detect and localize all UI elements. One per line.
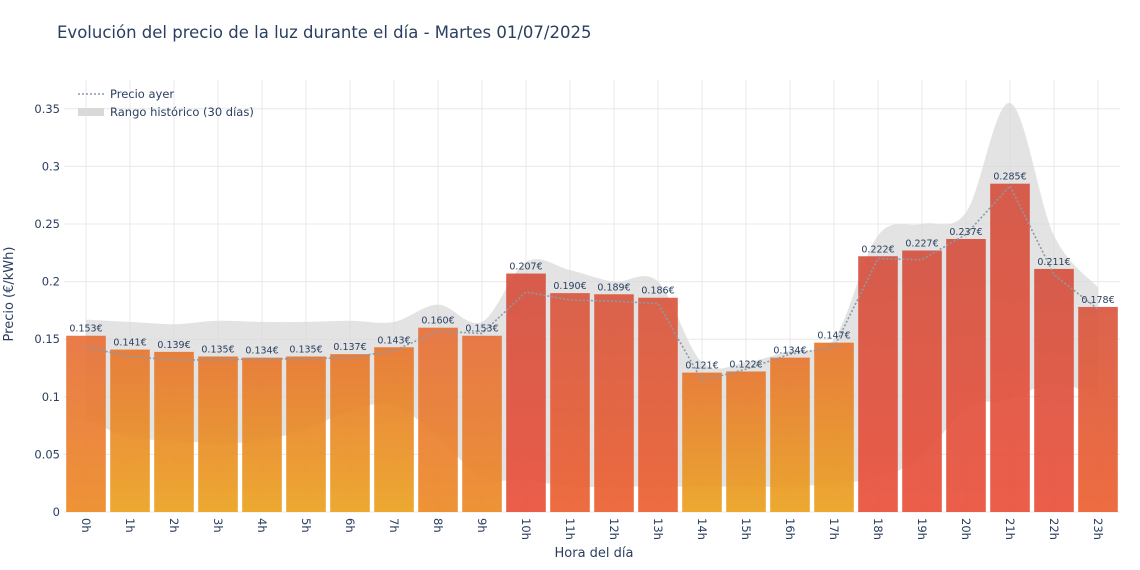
bar-value-label: 0.222€ — [861, 244, 894, 255]
yesterday-price-line — [85, 184, 1099, 382]
x-tick-label: 1h — [123, 518, 137, 533]
x-tick-label: 20h — [959, 518, 973, 540]
x-tick-label: 13h — [651, 518, 665, 540]
x-tick-label: 2h — [167, 518, 181, 533]
legend-area-swatch — [78, 108, 104, 116]
bar-value-label: 0.122€ — [729, 359, 762, 370]
bar-23h[interactable] — [1078, 306, 1118, 512]
bar-2h[interactable] — [154, 351, 194, 512]
bar-value-label: 0.186€ — [641, 286, 674, 297]
bar-10h[interactable] — [506, 273, 546, 512]
x-tick-label: 21h — [1003, 518, 1017, 540]
bar-21h[interactable] — [990, 183, 1030, 512]
bar-3h[interactable] — [198, 356, 238, 512]
x-tick-label: 9h — [475, 518, 489, 533]
legend-item-precio-ayer[interactable]: Precio ayer — [110, 87, 174, 101]
bar-11h[interactable] — [550, 293, 590, 512]
x-tick-label: 5h — [299, 518, 313, 533]
y-tick-label: 0.25 — [34, 217, 60, 231]
bar-17h[interactable] — [814, 342, 854, 512]
x-tick-label: 22h — [1047, 518, 1061, 540]
bar-value-label: 0.135€ — [201, 344, 234, 355]
bar-value-label: 0.135€ — [289, 344, 322, 355]
x-tick-label: 0h — [79, 518, 93, 533]
bar-0h[interactable] — [66, 335, 106, 512]
precio-ayer-line — [85, 184, 1099, 382]
y-axis-title: Precio (€/kWh) — [2, 247, 17, 342]
x-tick-label: 4h — [255, 518, 269, 533]
x-tick-label: 11h — [563, 518, 577, 540]
x-tick-label: 23h — [1091, 518, 1105, 540]
bar-4h[interactable] — [242, 357, 282, 512]
x-tick-label: 19h — [915, 518, 929, 540]
x-tick-label: 8h — [431, 518, 445, 533]
bar-value-label: 0.143€ — [377, 335, 410, 346]
bar-value-label: 0.153€ — [465, 324, 498, 335]
legend-item-rango-historico[interactable]: Rango histórico (30 días) — [110, 105, 254, 119]
x-tick-label: 16h — [783, 518, 797, 540]
bar-value-label: 0.147€ — [817, 331, 850, 342]
x-tick-label: 7h — [387, 518, 401, 533]
bar-6h[interactable] — [330, 354, 370, 512]
bar-value-label: 0.141€ — [113, 338, 146, 349]
bar-value-label: 0.227€ — [905, 238, 938, 249]
x-tick-label: 6h — [343, 518, 357, 533]
x-tick-label: 15h — [739, 518, 753, 540]
bar-22h[interactable] — [1034, 268, 1074, 512]
x-tick-label: 14h — [695, 518, 709, 540]
bar-value-label: 0.134€ — [245, 346, 278, 357]
bar-value-label: 0.134€ — [773, 346, 806, 357]
bar-value-label: 0.139€ — [157, 340, 190, 351]
bar-labels: 0.153€ 0.141€ 0.139€ 0.135€ 0.134€ 0.135€ 0.13… — [69, 172, 1114, 372]
bar-value-label: 0.153€ — [69, 324, 102, 335]
bar-18h[interactable] — [858, 256, 898, 512]
bar-value-label: 0.237€ — [949, 227, 982, 238]
y-tick-label: 0.3 — [42, 159, 60, 173]
x-tick-label: 12h — [607, 518, 621, 540]
bar-value-label: 0.211€ — [1037, 257, 1070, 268]
bar-7h[interactable] — [374, 347, 414, 512]
bar-20h[interactable] — [946, 238, 986, 512]
x-tick-label: 17h — [827, 518, 841, 540]
bar-value-label: 0.137€ — [333, 342, 366, 353]
x-axis-ticks: 0h 1h 2h 3h 4h 5h 6h 7h 8h 9h 10h 11h 12h 13h 14h 15h 16… — [79, 518, 1105, 540]
bar-13h[interactable] — [638, 297, 678, 512]
y-tick-label: 0.1 — [42, 390, 60, 404]
bar-value-label: 0.178€ — [1081, 295, 1114, 306]
bar-value-label: 0.190€ — [553, 281, 586, 292]
bar-value-label: 0.285€ — [993, 172, 1026, 183]
bar-19h[interactable] — [902, 250, 942, 512]
x-tick-label: 10h — [519, 518, 533, 540]
y-axis-ticks: 0 0.05 0.1 0.15 0.2 0.25 0.3 0.35 — [34, 102, 60, 519]
x-tick-label: 3h — [211, 518, 225, 533]
legend: Precio ayer Rango histórico (30 días) — [78, 87, 254, 119]
x-axis-title: Hora del día — [555, 546, 634, 561]
bar-9h[interactable] — [462, 335, 502, 512]
y-tick-label: 0.35 — [34, 102, 60, 116]
y-tick-label: 0 — [53, 505, 60, 519]
x-tick-label: 18h — [871, 518, 885, 540]
y-tick-label: 0.2 — [42, 275, 60, 289]
bar-value-label: 0.189€ — [597, 282, 630, 293]
y-tick-label: 0.05 — [34, 447, 60, 461]
bar-14h[interactable] — [682, 372, 722, 512]
bar-16h[interactable] — [770, 357, 810, 512]
bar-12h[interactable] — [594, 294, 634, 512]
bar-value-label: 0.207€ — [509, 262, 542, 273]
y-tick-label: 0.15 — [34, 332, 60, 346]
bar-value-label: 0.121€ — [685, 361, 718, 372]
bar-1h[interactable] — [110, 349, 150, 512]
bar-8h[interactable] — [418, 327, 458, 512]
bar-5h[interactable] — [286, 356, 326, 512]
chart-title: Evolución del precio de la luz durante e… — [57, 23, 591, 42]
bar-15h[interactable] — [726, 371, 766, 512]
bars — [66, 183, 1118, 512]
bar-value-label: 0.160€ — [421, 316, 454, 327]
